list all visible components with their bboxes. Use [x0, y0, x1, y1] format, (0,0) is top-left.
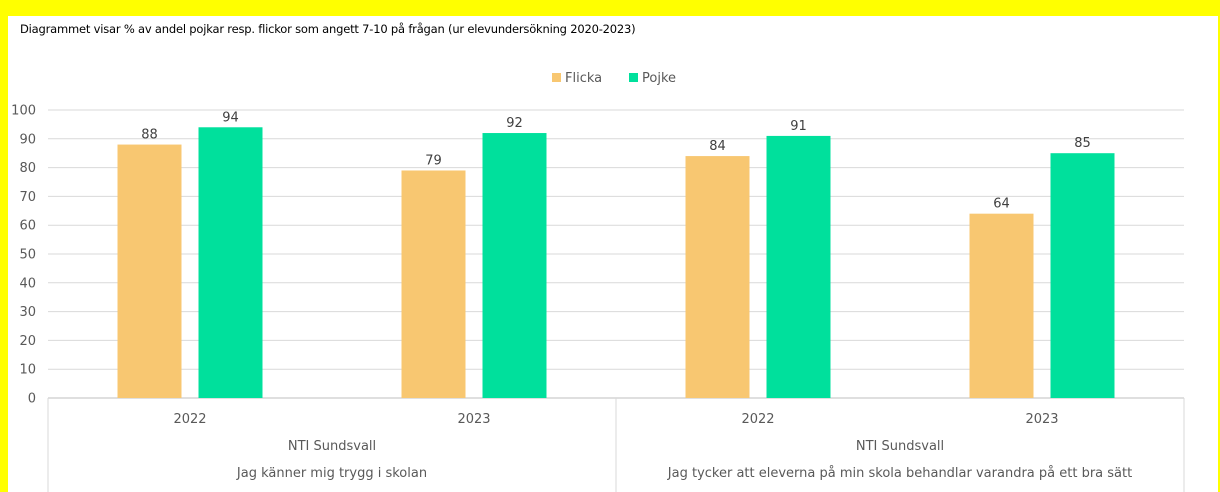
group-question-label: Jag tycker att eleverna på min skola beh…: [667, 466, 1132, 481]
y-tick-label: 10: [19, 363, 36, 378]
data-label: 91: [790, 119, 807, 134]
x-tick-label: 2022: [741, 412, 774, 427]
y-tick-label: 90: [19, 132, 36, 147]
data-label: 88: [141, 128, 158, 143]
y-tick-label: 50: [19, 248, 36, 263]
group-school-label: NTI Sundsvall: [856, 439, 944, 454]
bar-pojke: [198, 127, 263, 398]
y-tick-label: 0: [28, 392, 36, 407]
legend-label: Pojke: [642, 71, 676, 86]
bar-flicka: [401, 170, 466, 398]
y-tick-label: 80: [19, 161, 36, 176]
data-label: 94: [222, 110, 239, 125]
group-school-label: NTI Sundsvall: [288, 439, 376, 454]
y-tick-label: 100: [11, 104, 36, 119]
x-tick-label: 2022: [173, 412, 206, 427]
data-label: 85: [1074, 136, 1091, 151]
bar-pojke: [482, 133, 547, 398]
y-tick-label: 60: [19, 219, 36, 234]
legend-swatch-flicka: [552, 73, 561, 82]
data-label: 79: [425, 153, 442, 168]
y-tick-label: 70: [19, 190, 36, 205]
y-tick-label: 30: [19, 305, 36, 320]
x-tick-label: 2023: [457, 412, 490, 427]
data-label: 64: [993, 197, 1010, 212]
bar-flicka: [969, 213, 1034, 398]
group-question-label: Jag känner mig trygg i skolan: [236, 466, 427, 481]
bar-flicka: [685, 156, 750, 398]
y-tick-label: 40: [19, 276, 36, 291]
legend-label: Flicka: [565, 71, 602, 86]
x-tick-label: 2023: [1025, 412, 1058, 427]
data-label: 84: [709, 139, 726, 154]
chart-caption: Diagrammet visar % av andel pojkar resp.…: [20, 22, 636, 36]
y-tick-label: 20: [19, 334, 36, 349]
bar-pojke: [766, 135, 831, 399]
chart-panel: Diagrammet visar % av andel pojkar resp.…: [8, 16, 1218, 492]
chart-svg: 0 10 20 30 40 50 60 70 80 90 100 88 94 2022 79 92 2023 84…: [11, 71, 1185, 492]
bar-flicka: [117, 144, 182, 398]
bar-pojke: [1050, 153, 1115, 398]
data-label: 92: [506, 116, 523, 131]
legend-swatch-pojke: [629, 73, 638, 82]
